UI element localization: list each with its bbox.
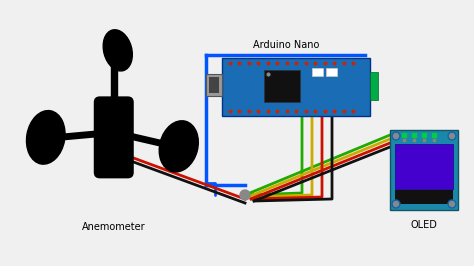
Circle shape: [393, 202, 399, 206]
FancyBboxPatch shape: [94, 96, 134, 178]
Circle shape: [393, 134, 399, 139]
FancyBboxPatch shape: [326, 68, 337, 76]
Ellipse shape: [27, 111, 65, 164]
Circle shape: [392, 132, 400, 140]
Circle shape: [449, 134, 455, 139]
FancyBboxPatch shape: [395, 190, 453, 204]
Text: OLED: OLED: [410, 220, 438, 230]
Circle shape: [392, 200, 400, 208]
Text: Arduino Nano: Arduino Nano: [253, 40, 319, 50]
Circle shape: [240, 190, 250, 200]
FancyBboxPatch shape: [222, 58, 370, 116]
Circle shape: [448, 132, 456, 140]
FancyBboxPatch shape: [390, 130, 458, 210]
FancyBboxPatch shape: [209, 77, 219, 93]
Polygon shape: [111, 57, 117, 102]
FancyBboxPatch shape: [370, 72, 378, 100]
Ellipse shape: [103, 30, 132, 71]
FancyBboxPatch shape: [264, 70, 300, 102]
FancyBboxPatch shape: [395, 144, 453, 189]
FancyBboxPatch shape: [206, 74, 222, 96]
Circle shape: [448, 200, 456, 208]
Circle shape: [449, 202, 455, 206]
Ellipse shape: [159, 121, 198, 172]
Text: Anemometer: Anemometer: [82, 222, 146, 232]
FancyBboxPatch shape: [312, 68, 323, 76]
